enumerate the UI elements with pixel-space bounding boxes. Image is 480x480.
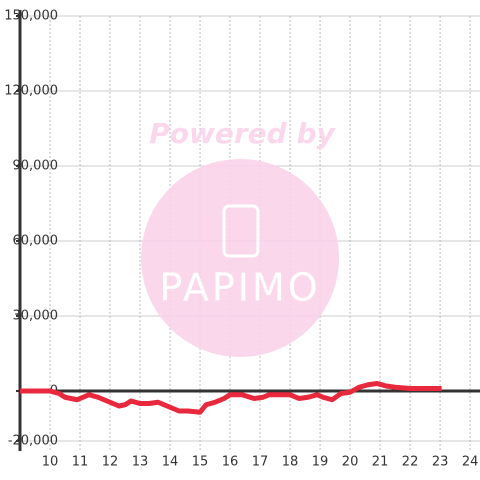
x-tick-label: 17	[252, 455, 269, 470]
x-tick-label: 21	[372, 455, 389, 470]
watermark-text: Powered by	[149, 117, 336, 150]
x-tick-label: 15	[192, 455, 209, 470]
watermark-circle	[141, 159, 339, 357]
watermark-icon	[222, 204, 260, 258]
x-tick-label: 10	[42, 455, 59, 470]
x-tick-label: 14	[162, 455, 179, 470]
y-tick-label: 60,000	[13, 234, 59, 249]
y-tick-label: -20,000	[8, 434, 58, 449]
y-tick-label: 120,000	[4, 84, 58, 99]
x-tick-label: 16	[222, 455, 239, 470]
x-tick-label: 23	[432, 455, 449, 470]
x-tick-label: 22	[402, 455, 419, 470]
x-tick-label: 13	[132, 455, 149, 470]
x-tick-label: 11	[72, 455, 89, 470]
x-tick-label: 12	[102, 455, 119, 470]
x-tick-label: 24	[462, 455, 479, 470]
data-line	[20, 381, 442, 415]
watermark-logo: PAPIMO	[159, 266, 320, 310]
x-tick-label: 19	[312, 455, 329, 470]
y-tick-label: 150,000	[4, 9, 58, 24]
y-tick-label: 30,000	[13, 309, 59, 324]
watermark: Powered by PAPIMO	[141, 117, 339, 357]
x-tick-label: 18	[282, 455, 299, 470]
y-tick-label: 90,000	[13, 159, 59, 174]
x-tick-label: 20	[342, 455, 359, 470]
